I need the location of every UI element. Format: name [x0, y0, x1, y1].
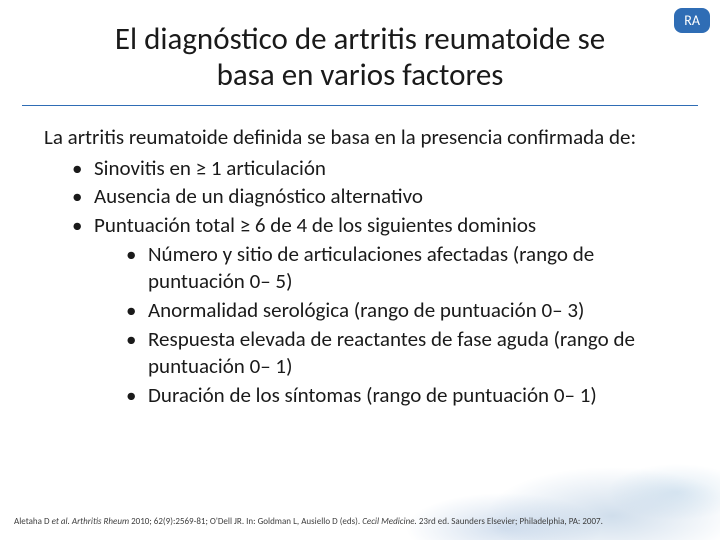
title-line-1: El diagnóstico de artritis reumatoide se: [115, 20, 605, 58]
citation-seg: 23rd ed. Saunders Elsevier; Philadelphia…: [417, 516, 603, 527]
criteria-list: Sinovitis en ≥ 1 articulación Ausencia d…: [44, 155, 676, 409]
citation-seg: 2010; 62(9):2569-81; O'Dell JR. In: Gold…: [129, 516, 362, 527]
domains-sublist: Número y sitio de articulaciones afectad…: [94, 241, 676, 408]
intro-text: La artritis reumatoide definida se basa …: [44, 124, 676, 150]
title-block: El diagnóstico de artritis reumatoide se…: [0, 0, 720, 99]
citation-footer: Aletaha D et al. Arthritis Rheum 2010; 6…: [0, 517, 720, 528]
content-block: La artritis reumatoide definida se basa …: [0, 106, 720, 408]
list-item: Número y sitio de articulaciones afectad…: [126, 241, 676, 295]
list-item: Puntuación total ≥ 6 de 4 de los siguien…: [72, 212, 676, 408]
list-item: Sinovitis en ≥ 1 articulación: [72, 155, 676, 182]
topic-badge: RA: [674, 8, 710, 33]
list-item-text: Puntuación total ≥ 6 de 4 de los siguien…: [94, 212, 536, 238]
list-item: Anormalidad serológica (rango de puntuac…: [126, 297, 676, 324]
title-line-2: basa en varios factores: [217, 56, 504, 94]
list-item: Duración de los síntomas (rango de puntu…: [126, 382, 676, 409]
list-item: Ausencia de un diagnóstico alternativo: [72, 183, 676, 210]
citation-seg-italic: Cecil Medicine.: [362, 516, 417, 527]
list-item: Respuesta elevada de reactantes de fase …: [126, 326, 676, 380]
slide-title: El diagnóstico de artritis reumatoide se…: [64, 22, 656, 93]
citation-seg-italic: et al. Arthritis Rheum: [52, 516, 130, 527]
citation-seg: Aletaha D: [14, 516, 52, 527]
